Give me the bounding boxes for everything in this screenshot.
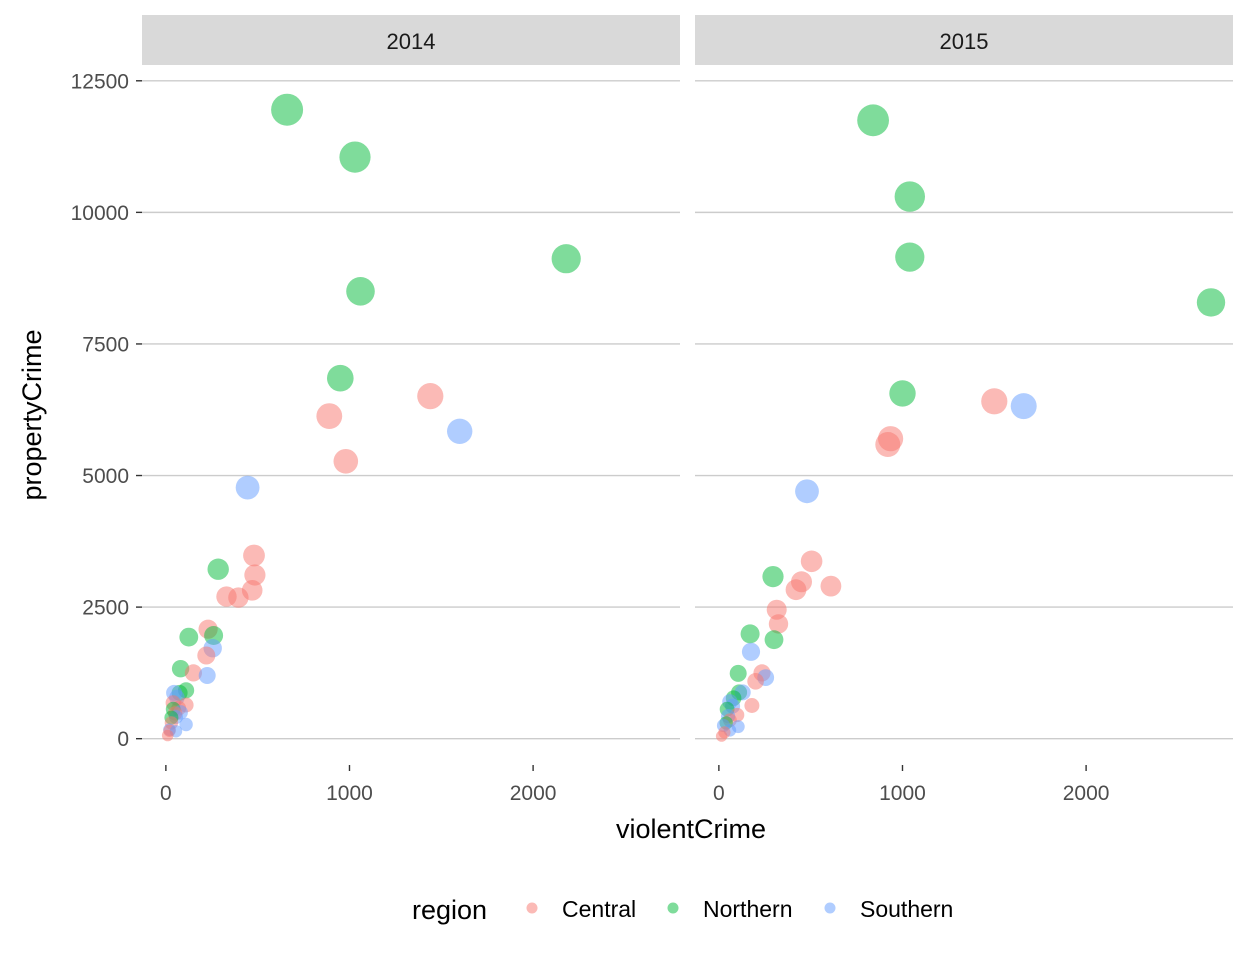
data-point-northern xyxy=(179,627,199,647)
y-axis: 0 2500 5000 7500 10000 12500 xyxy=(71,70,142,751)
legend-label-central: Central xyxy=(562,896,636,922)
data-point-southern xyxy=(179,717,193,732)
y-tick-label: 12500 xyxy=(71,70,129,93)
data-point-central xyxy=(715,730,728,742)
data-point-central xyxy=(228,587,249,608)
data-point-southern xyxy=(1010,393,1037,420)
x-tick-label: 0 xyxy=(713,782,725,805)
strip-background xyxy=(142,15,680,65)
data-point-central xyxy=(161,729,174,742)
strip-label: 2015 xyxy=(940,29,989,54)
grid-lines xyxy=(142,80,680,740)
data-point-northern xyxy=(740,624,760,644)
legend-title: region xyxy=(412,895,487,925)
x-tick-label: 2000 xyxy=(510,782,557,805)
data-point-central xyxy=(747,673,764,690)
data-point-northern xyxy=(894,181,925,212)
legend: region Central Northern Southern xyxy=(412,895,953,925)
data-point-central xyxy=(243,544,265,567)
data-point-northern xyxy=(857,104,889,137)
data-point-central xyxy=(316,403,343,429)
y-tick-label: 2500 xyxy=(82,597,129,620)
data-point-southern xyxy=(198,667,216,684)
data-point-central xyxy=(333,449,359,474)
x-tick-label: 1000 xyxy=(326,782,373,805)
data-point-central xyxy=(800,550,823,573)
legend-label-northern: Northern xyxy=(703,896,792,922)
data-point-northern xyxy=(327,364,354,392)
data-point-northern xyxy=(895,242,925,272)
x-axis-title: violentCrime xyxy=(616,814,766,844)
data-point-central xyxy=(766,599,787,620)
data-point-central xyxy=(785,579,807,601)
data-point-central xyxy=(875,432,901,457)
data-point-northern xyxy=(729,664,747,682)
data-point-northern xyxy=(346,277,375,306)
x-tick-label: 0 xyxy=(160,782,172,805)
data-point-southern xyxy=(741,642,761,661)
data-point-northern xyxy=(764,630,784,650)
legend-item-southern: Southern xyxy=(824,896,953,922)
x-tick-label: 2000 xyxy=(1063,782,1110,805)
data-point-northern xyxy=(1196,288,1226,317)
data-point-northern xyxy=(889,380,916,407)
data-point-central xyxy=(744,698,760,713)
data-point-northern xyxy=(551,244,581,274)
strip-background xyxy=(695,15,1233,65)
data-point-central xyxy=(197,646,216,665)
legend-key-northern xyxy=(667,902,679,914)
points-layer xyxy=(715,104,1226,742)
legend-item-central: Central xyxy=(526,896,636,922)
y-axis-title: propertyCrime xyxy=(17,329,47,500)
y-tick-label: 7500 xyxy=(82,333,129,356)
y-tick-label: 5000 xyxy=(82,465,129,488)
data-point-central xyxy=(768,614,789,634)
panel-2014: 2014 xyxy=(142,15,680,742)
data-point-southern xyxy=(235,475,260,500)
y-tick-label: 10000 xyxy=(71,202,129,225)
data-point-central xyxy=(981,388,1008,415)
strip-label: 2014 xyxy=(387,29,436,54)
data-point-central xyxy=(820,575,842,597)
data-point-northern xyxy=(339,141,371,173)
x-axis: 0 1000 2000 0 1000 2000 xyxy=(160,765,1109,805)
data-point-central xyxy=(244,564,266,586)
data-point-southern xyxy=(795,479,819,504)
data-point-central xyxy=(184,664,202,682)
legend-key-central xyxy=(526,902,538,914)
data-point-central xyxy=(417,383,444,410)
data-point-southern xyxy=(447,418,473,444)
x-tick-label: 1000 xyxy=(879,782,926,805)
y-tick-label: 0 xyxy=(117,728,129,751)
data-point-northern xyxy=(271,93,304,126)
data-point-northern xyxy=(762,566,784,588)
panel-2015: 2015 xyxy=(695,15,1233,742)
data-point-northern xyxy=(207,558,229,580)
legend-item-northern: Northern xyxy=(667,896,792,922)
legend-label-southern: Southern xyxy=(860,896,953,922)
legend-key-southern xyxy=(824,902,836,914)
points-layer xyxy=(161,93,581,742)
